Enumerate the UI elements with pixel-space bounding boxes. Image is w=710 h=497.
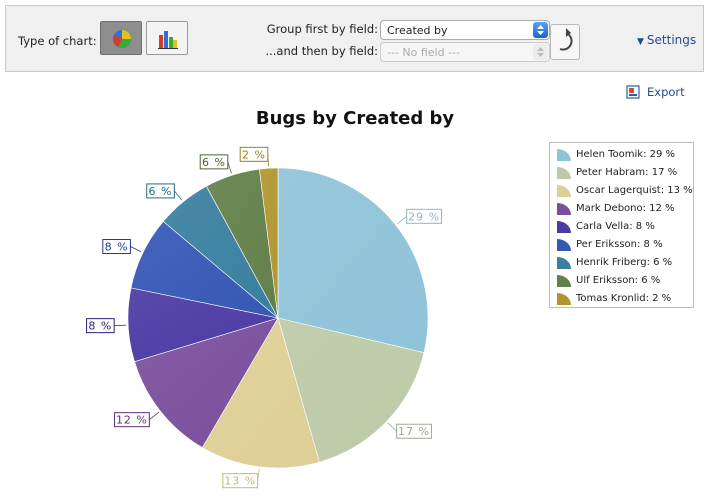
chart-toolbar: Type of chart: Group first by field: Cre… <box>5 5 704 72</box>
refresh-button[interactable] <box>550 24 580 60</box>
data-label-box <box>86 318 115 334</box>
legend-label: Peter Habram: 17 % <box>576 167 678 178</box>
legend-swatch <box>557 275 571 287</box>
data-label-box <box>406 208 442 224</box>
group-first-select[interactable]: Created by <box>380 20 550 40</box>
legend-swatch <box>557 149 571 161</box>
chart-title: Bugs by Created by <box>255 108 455 129</box>
data-label: 8 % <box>105 241 129 254</box>
group-then-select[interactable]: --- No field --- <box>380 42 550 62</box>
data-label: 12 % <box>116 414 148 427</box>
data-label-box <box>199 154 229 170</box>
legend-label: Henrik Friberg: 6 % <box>576 257 673 268</box>
pie-slice[interactable] <box>259 167 279 319</box>
group-then-label: ...and then by field: <box>265 44 378 58</box>
data-label-box <box>222 473 259 489</box>
legend-label: Per Eriksson: 8 % <box>576 239 663 250</box>
select-arrows-icon <box>533 22 548 38</box>
export-link[interactable]: Export <box>626 85 685 99</box>
export-label: Export <box>647 85 685 99</box>
data-label: 17 % <box>398 425 430 438</box>
legend-label: Carla Vella: 8 % <box>576 221 655 232</box>
data-label: 2 % <box>242 148 266 161</box>
refresh-icon <box>559 28 573 51</box>
legend-label: Ulf Eriksson: 6 % <box>576 275 661 286</box>
pie-chart-icon <box>113 30 132 49</box>
group-then-value: --- No field --- <box>387 46 460 59</box>
data-label: 13 % <box>224 475 256 488</box>
export-icon <box>626 85 640 99</box>
group-first-value: Created by <box>387 24 448 37</box>
pie-slice[interactable] <box>277 167 429 354</box>
legend-swatch <box>557 293 571 305</box>
legend-swatch <box>557 221 571 233</box>
select-arrows-icon <box>533 44 548 60</box>
chart-type-label: Type of chart: <box>18 34 97 48</box>
pie-slice[interactable] <box>201 317 320 469</box>
data-label-box <box>239 146 269 162</box>
pie-slice[interactable] <box>277 317 425 463</box>
pie-slice[interactable] <box>134 317 279 448</box>
data-label: 29 % <box>408 210 440 223</box>
bar-chart-button[interactable] <box>146 21 188 55</box>
legend-swatch <box>557 203 571 215</box>
legend-label: Mark Debono: 12 % <box>576 203 675 214</box>
legend-label: Tomas Kronlid: 2 % <box>576 293 672 304</box>
data-label-box <box>146 183 175 199</box>
settings-label: Settings <box>646 33 697 47</box>
data-label-box <box>396 423 432 439</box>
pie-chart-button[interactable] <box>100 21 142 55</box>
legend-swatch <box>557 239 571 251</box>
legend-swatch <box>557 257 571 269</box>
data-label: 6 % <box>149 185 173 198</box>
legend-swatch <box>557 167 571 179</box>
triangle-down-icon: ▼ <box>637 37 644 47</box>
data-label-box <box>102 239 131 255</box>
bar-chart-icon <box>158 31 178 49</box>
legend-label: Oscar Lagerquist: 13 % <box>576 185 693 196</box>
settings-link[interactable]: ▼ Settings <box>637 33 696 47</box>
data-label: 8 % <box>88 320 112 333</box>
pie-chart: 29 % 17 % 13 % 12 % 8 % 8 % 6 % 6 % 2 % <box>86 146 442 489</box>
legend-label: Helen Toomik: 29 % <box>576 149 676 160</box>
data-label: 6 % <box>202 156 226 169</box>
data-label-box <box>114 412 150 428</box>
chart-legend: Helen Toomik: 29 % Peter Habram: 17 % Os… <box>549 142 694 308</box>
legend-swatch <box>557 185 571 197</box>
group-first-label: Group first by field: <box>266 22 378 36</box>
